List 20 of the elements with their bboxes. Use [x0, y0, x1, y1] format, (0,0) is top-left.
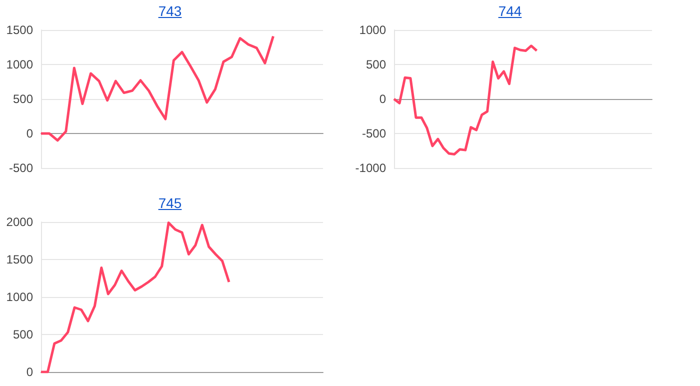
y-tick-label: 500 — [366, 58, 386, 72]
y-tick-label: 1000 — [359, 23, 386, 37]
y-tick-label: 1500 — [6, 23, 34, 37]
line-series — [40, 34, 274, 142]
y-tick-label: 0 — [379, 92, 386, 106]
chart-title: 743 — [157, 2, 183, 20]
line-series — [392, 44, 538, 156]
y-tick-label: 1000 — [6, 290, 34, 304]
y-tick-label: 2000 — [6, 215, 34, 229]
y-tick-label: 500 — [12, 328, 34, 342]
y-tick-label: 1500 — [6, 252, 34, 266]
y-tick-label: -500 — [362, 126, 386, 140]
y-tick-label: 500 — [12, 92, 34, 106]
y-tick-label: -500 — [8, 161, 34, 175]
y-tick-label: 0 — [26, 126, 34, 140]
y-tick-label: 0 — [26, 365, 34, 379]
y-tick-label: -1000 — [355, 161, 386, 175]
chart-title: 745 — [157, 194, 183, 212]
y-tick-label: 1000 — [6, 58, 34, 72]
chart-title: 744 — [497, 2, 523, 20]
